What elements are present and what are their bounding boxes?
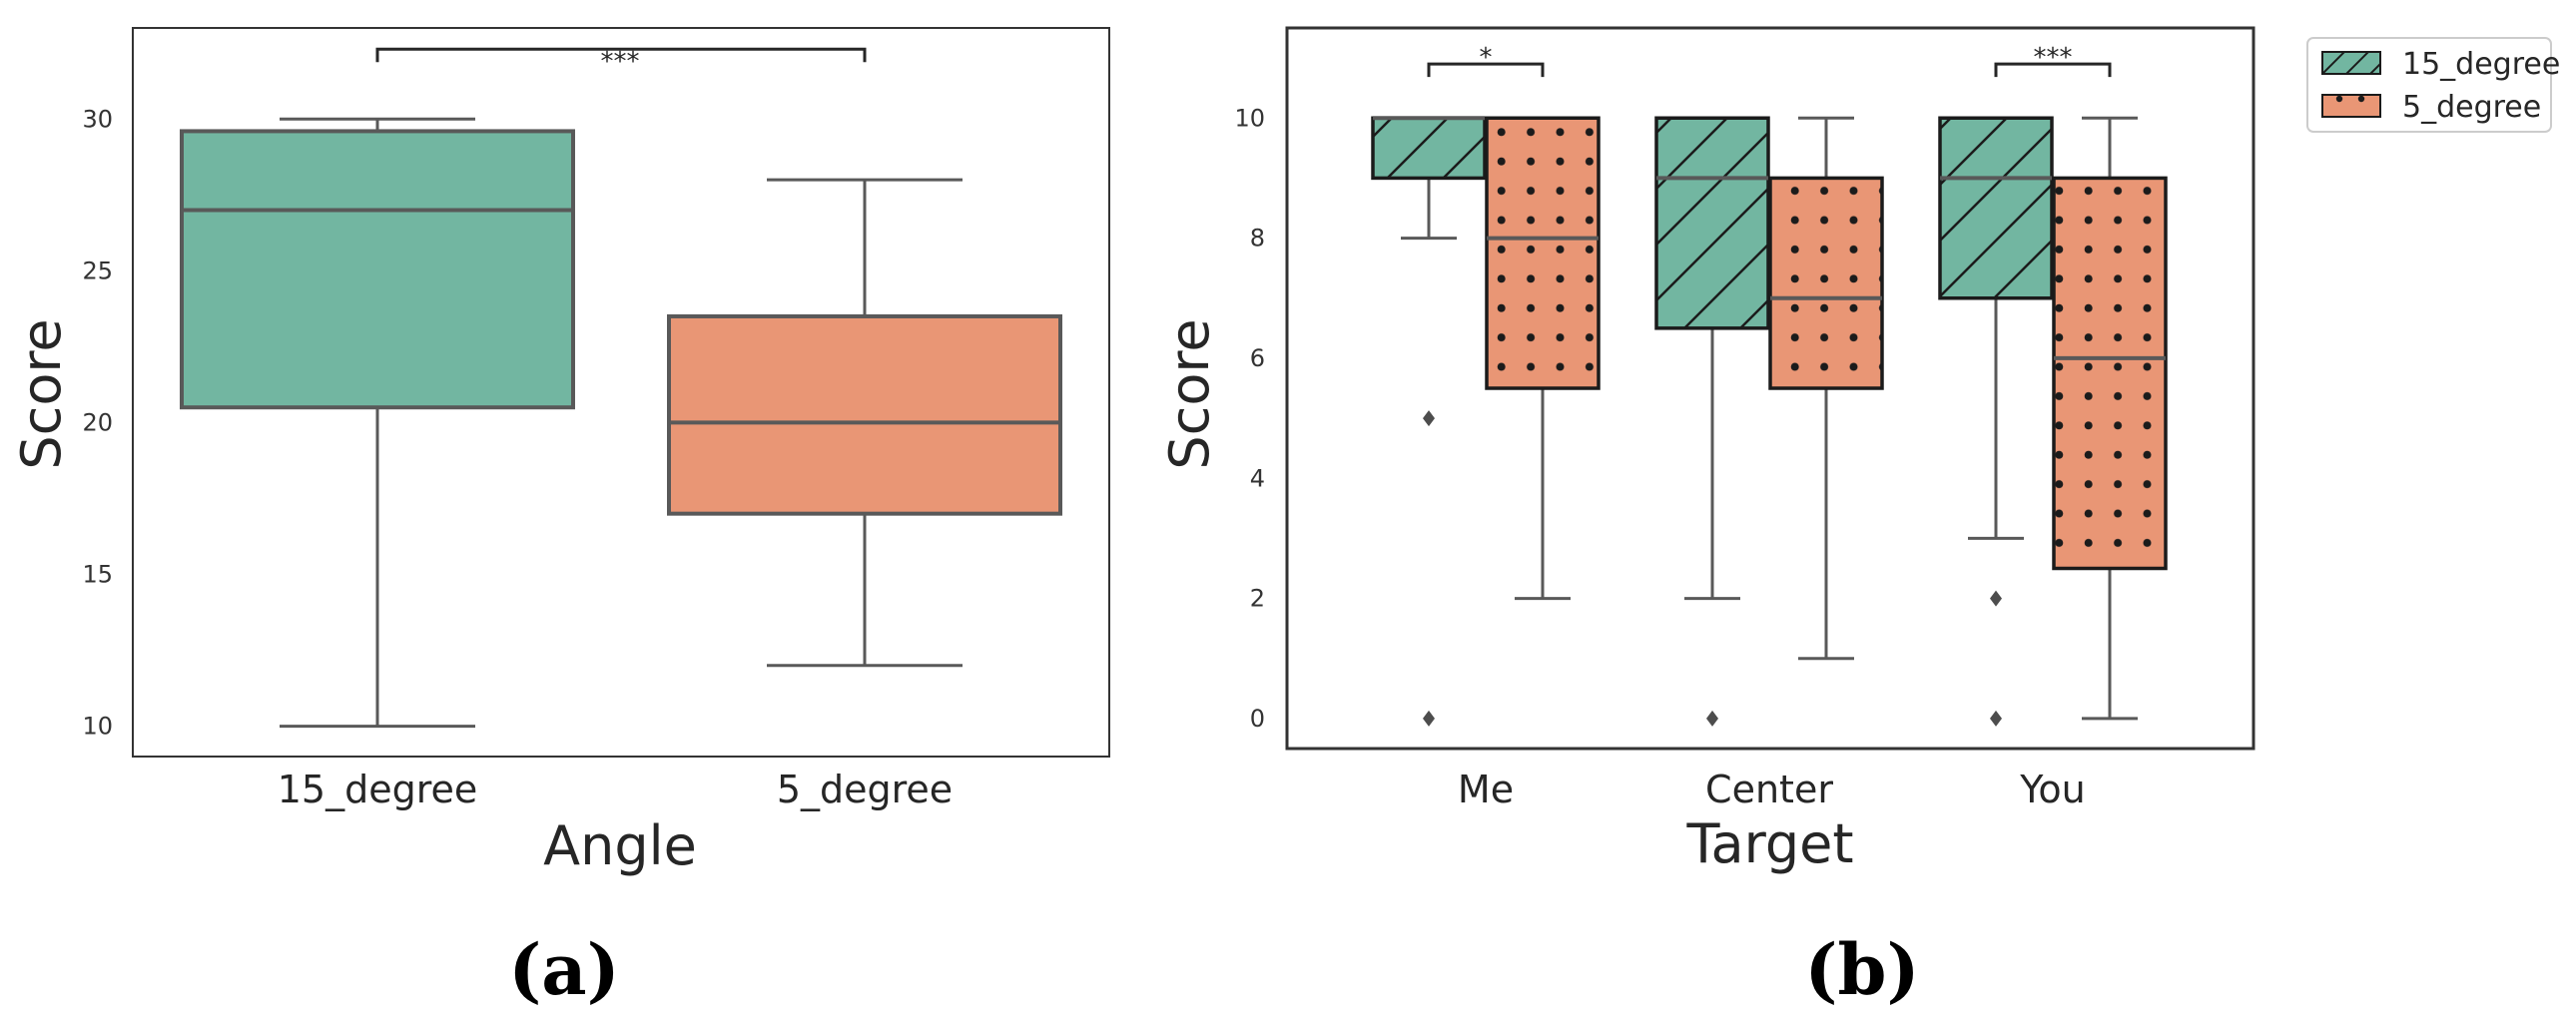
outlier-point-15-degree-center-0 [1706, 710, 1718, 727]
y-tick-label-b-6: 6 [1250, 344, 1265, 372]
significance-label-you: *** [2034, 43, 2073, 73]
legend-swatch-5-degree [2321, 94, 2381, 118]
y-tick-label-b-4: 4 [1250, 464, 1265, 492]
panel-label-a: (a) [508, 928, 620, 1011]
outlier-point-15-degree-you-0 [1990, 590, 2002, 607]
box-5-degree [667, 313, 1062, 516]
legend-swatch-15-degree [2321, 51, 2381, 75]
x-tick-label-5-degree: 5_degree [777, 768, 953, 811]
x-tick-label-you: You [2019, 768, 2086, 811]
legend-label-5-degree: 5_degree [2402, 90, 2541, 125]
box-5-degree-center [1768, 176, 1884, 390]
significance-bracket-you [1994, 62, 2112, 78]
y-tick-label-a-10: 10 [82, 713, 113, 741]
x-axis-title-b: Target [1685, 812, 1853, 875]
outlier-point-15-degree-me-0 [1423, 410, 1435, 427]
y-tick-label-a-15: 15 [82, 561, 113, 589]
y-tick-label-b-2: 2 [1250, 585, 1265, 613]
legend-label-15-degree: 15_degree [2402, 47, 2560, 82]
y-tick-label-b-8: 8 [1250, 225, 1265, 253]
chart-b: 0 2 4 6 8 10 Me Center You Target Score * ***… [1158, 26, 2560, 1011]
y-tick-label-b-10: 10 [1234, 104, 1265, 132]
significance-bracket-me [1427, 62, 1545, 78]
box-5-degree-me [1485, 116, 1601, 390]
significance-label-me: * [1480, 43, 1493, 73]
x-tick-label-center: Center [1705, 768, 1833, 811]
box-15-degree-me [1371, 116, 1487, 181]
chart-b-frame [1285, 26, 2255, 751]
x-tick-label-me: Me [1458, 768, 1514, 811]
panel-label-b: (b) [1804, 928, 1919, 1011]
box-15-degree-you [1938, 116, 2054, 300]
x-tick-label-15-degree: 15_degree [278, 768, 478, 811]
box-5-degree-you [2052, 176, 2168, 571]
y-axis-title-b: Score [1158, 318, 1221, 469]
outlier-point-15-degree-me-1 [1423, 710, 1435, 727]
y-tick-label-b-0: 0 [1250, 705, 1265, 733]
y-axis-title-a: Score [10, 318, 73, 469]
x-axis-title-a: Angle [543, 814, 697, 877]
box-15-degree [180, 129, 575, 410]
outlier-point-15-degree-you-1 [1990, 710, 2002, 727]
y-tick-label-a-25: 25 [82, 257, 113, 284]
legend: 15_degree 5_degree [2306, 37, 2560, 133]
chart-a: 10 15 20 25 30 15_degree 5_degree Angle Scor… [10, 27, 1110, 1011]
box-15-degree-center [1654, 116, 1770, 330]
chart-a-frame [132, 27, 1110, 758]
significance-bracket-a-0 [375, 47, 867, 63]
significance-label-a: *** [601, 47, 640, 77]
y-tick-label-a-20: 20 [82, 408, 113, 436]
y-tick-label-a-30: 30 [82, 105, 113, 133]
